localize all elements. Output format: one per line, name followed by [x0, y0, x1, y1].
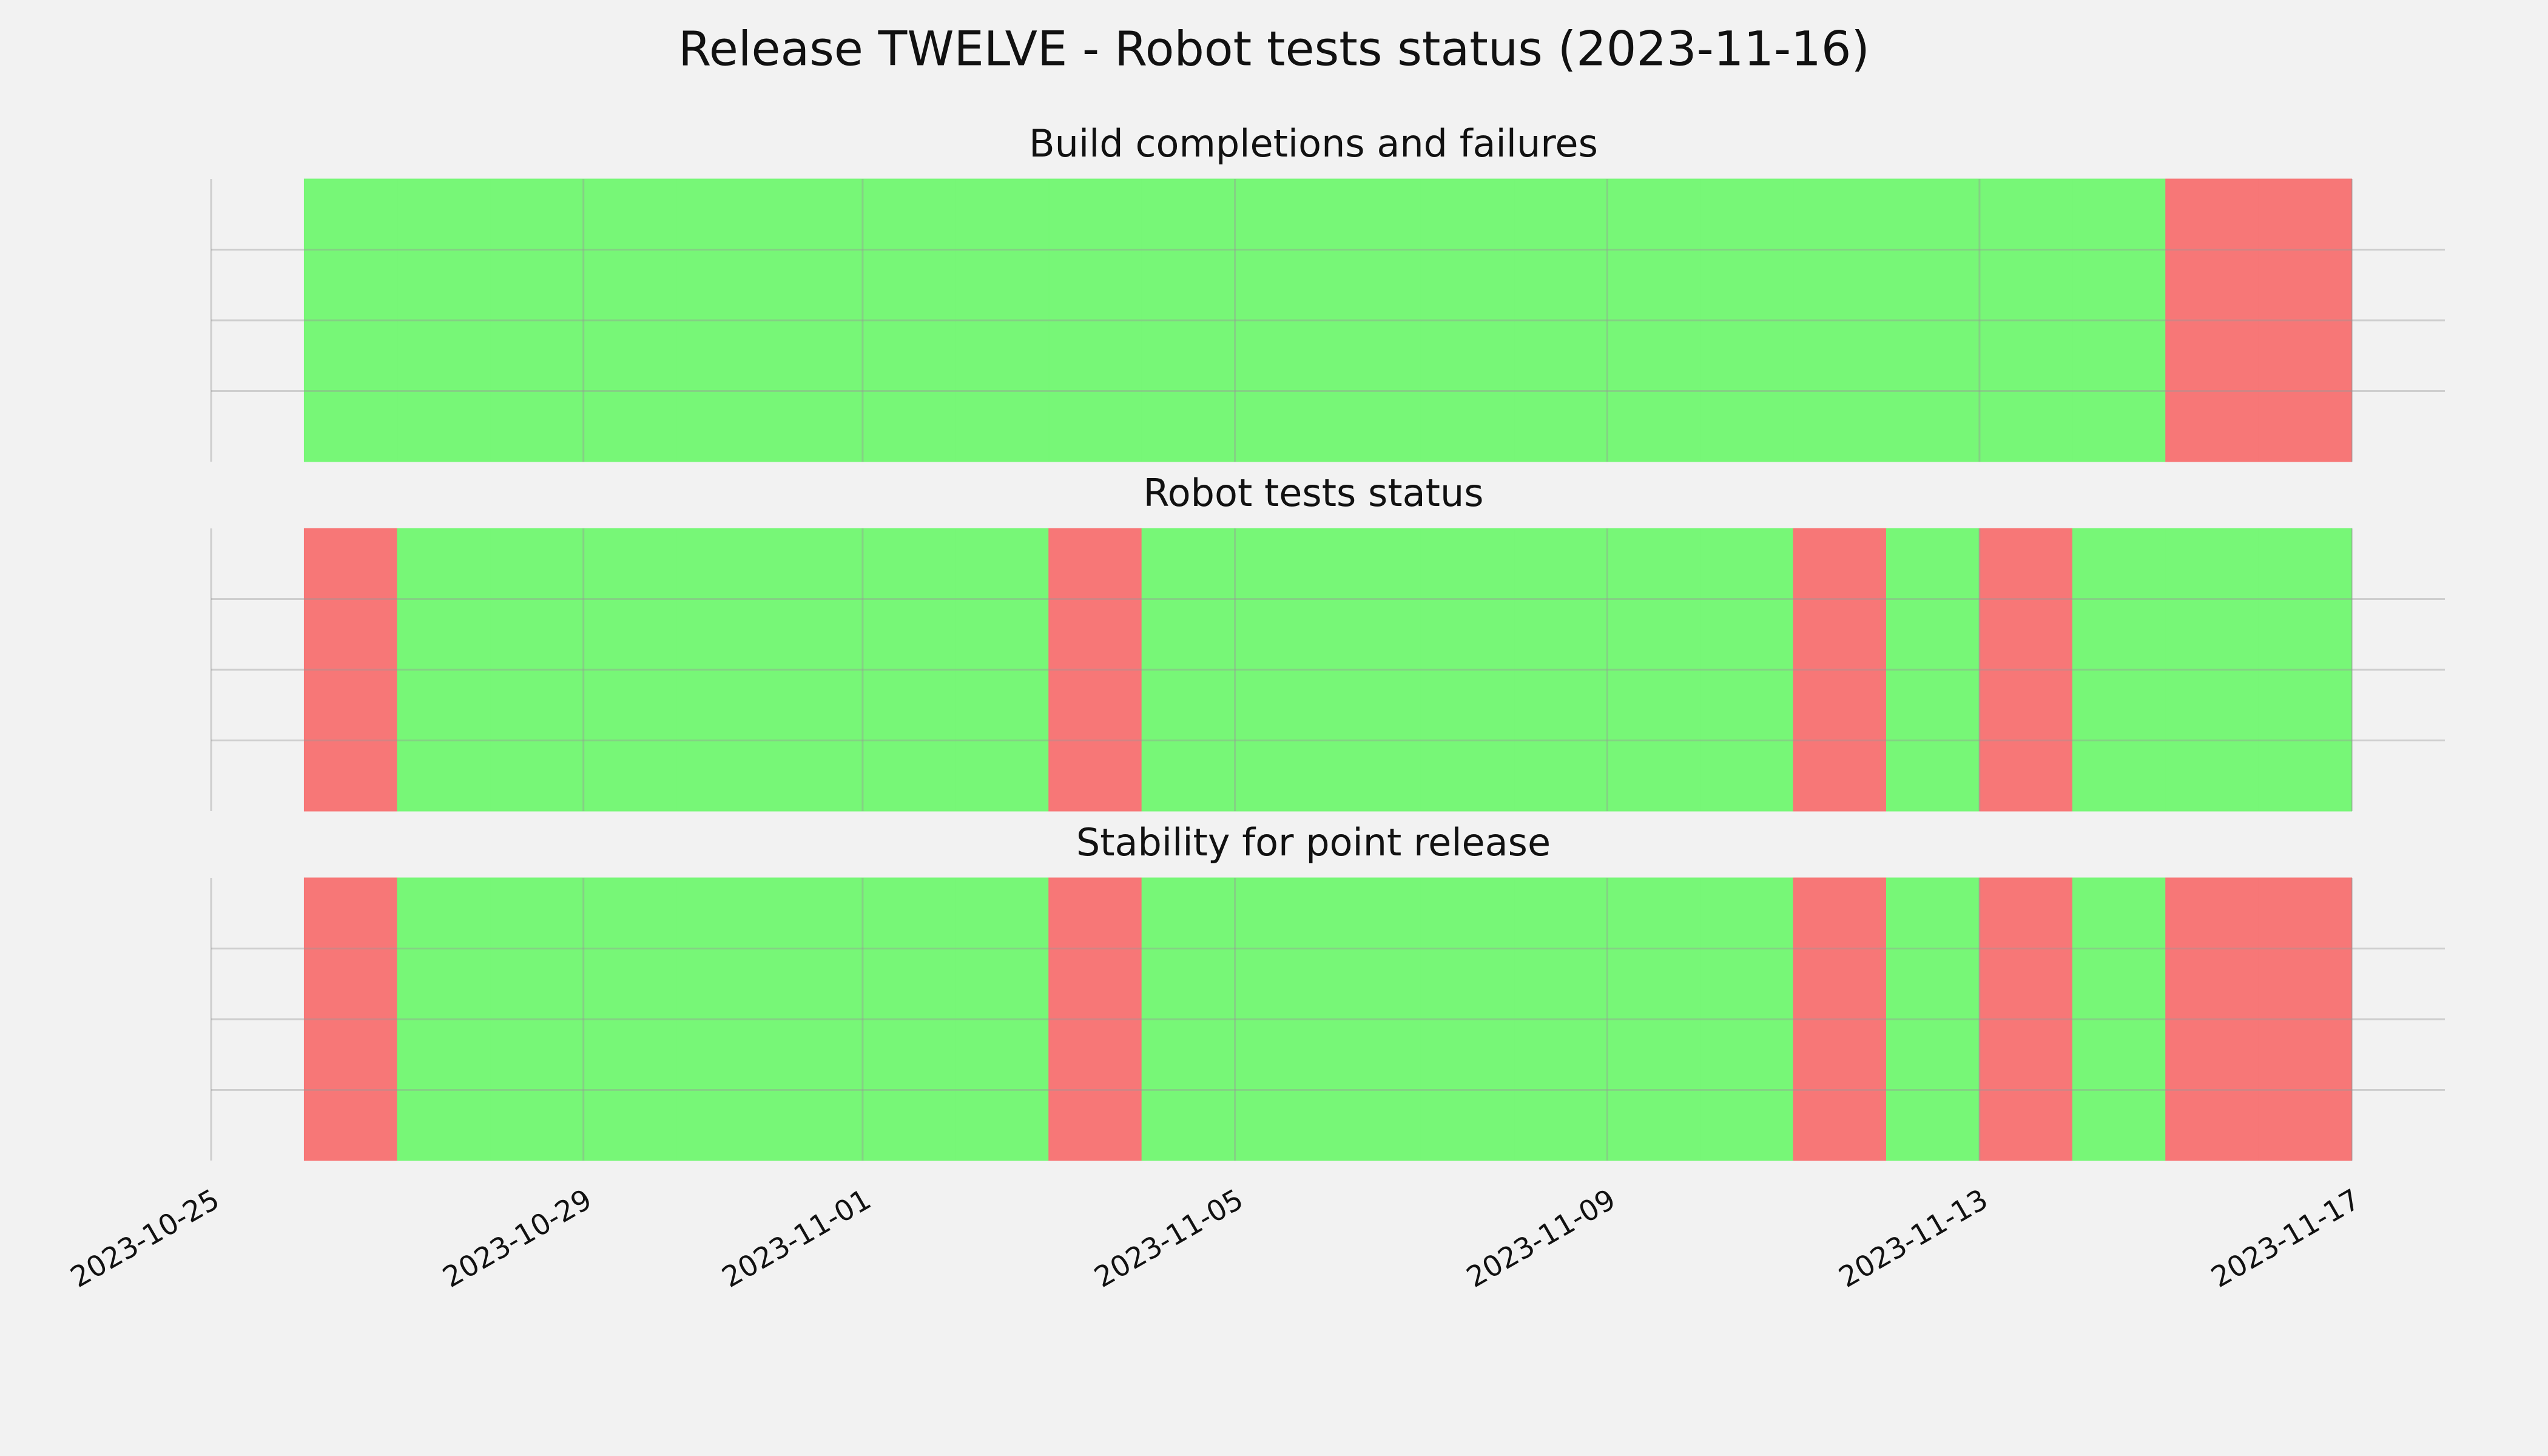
status-span [955, 877, 1050, 1161]
status-span [1514, 877, 1608, 1161]
status-span [1235, 178, 1329, 462]
status-span [1141, 528, 1236, 812]
chart-title: Release TWELVE - Robot tests status (202… [678, 22, 1870, 76]
status-span [1327, 528, 1421, 812]
status-span [1700, 528, 1794, 812]
status-span [2072, 178, 2166, 462]
status-span [1327, 178, 1421, 462]
status-span [1793, 528, 1887, 812]
status-span [1886, 528, 1980, 812]
status-span [303, 178, 398, 462]
status-span [490, 178, 584, 462]
status-span [676, 877, 770, 1161]
status-span [1141, 877, 1236, 1161]
status-span [1048, 178, 1142, 462]
status-span [1793, 178, 1887, 462]
status-span [1420, 877, 1515, 1161]
status-span [1886, 877, 1980, 1161]
status-span [769, 528, 863, 812]
status-span [862, 877, 956, 1161]
status-span [1327, 877, 1421, 1161]
status-span [1141, 178, 1236, 462]
status-span [397, 528, 491, 812]
status-span [676, 178, 770, 462]
status-span [303, 877, 398, 1161]
status-span [1606, 178, 1701, 462]
status-span [2258, 528, 2353, 812]
status-span [1420, 178, 1515, 462]
status-span [397, 877, 491, 1161]
status-span [955, 178, 1050, 462]
panel-title: Robot tests status [1143, 471, 1483, 515]
status-span [583, 178, 677, 462]
status-span [1235, 877, 1329, 1161]
status-span [303, 528, 398, 812]
status-span [2165, 178, 2259, 462]
status-span [2165, 528, 2259, 812]
status-span [1979, 178, 2073, 462]
status-span [2165, 877, 2259, 1161]
status-span [2258, 877, 2353, 1161]
status-span [1514, 528, 1608, 812]
status-span [1606, 877, 1701, 1161]
status-span [2072, 528, 2166, 812]
status-span [490, 528, 584, 812]
status-span [583, 528, 677, 812]
status-span [769, 877, 863, 1161]
status-span [1048, 528, 1142, 812]
status-span [1048, 877, 1142, 1161]
status-span [1700, 178, 1794, 462]
status-span [1979, 877, 2073, 1161]
status-span [1514, 178, 1608, 462]
panel-title: Stability for point release [1076, 820, 1551, 864]
status-span [1235, 528, 1329, 812]
panel-title: Build completions and failures [1029, 121, 1598, 166]
status-span [583, 877, 677, 1161]
status-span [862, 178, 956, 462]
status-span [2258, 178, 2353, 462]
status-span [397, 178, 491, 462]
status-span [1700, 877, 1794, 1161]
status-span [1793, 877, 1887, 1161]
status-span [1979, 528, 2073, 812]
status-span [1606, 528, 1701, 812]
status-span [769, 178, 863, 462]
status-span [1886, 178, 1980, 462]
status-span [1420, 528, 1515, 812]
